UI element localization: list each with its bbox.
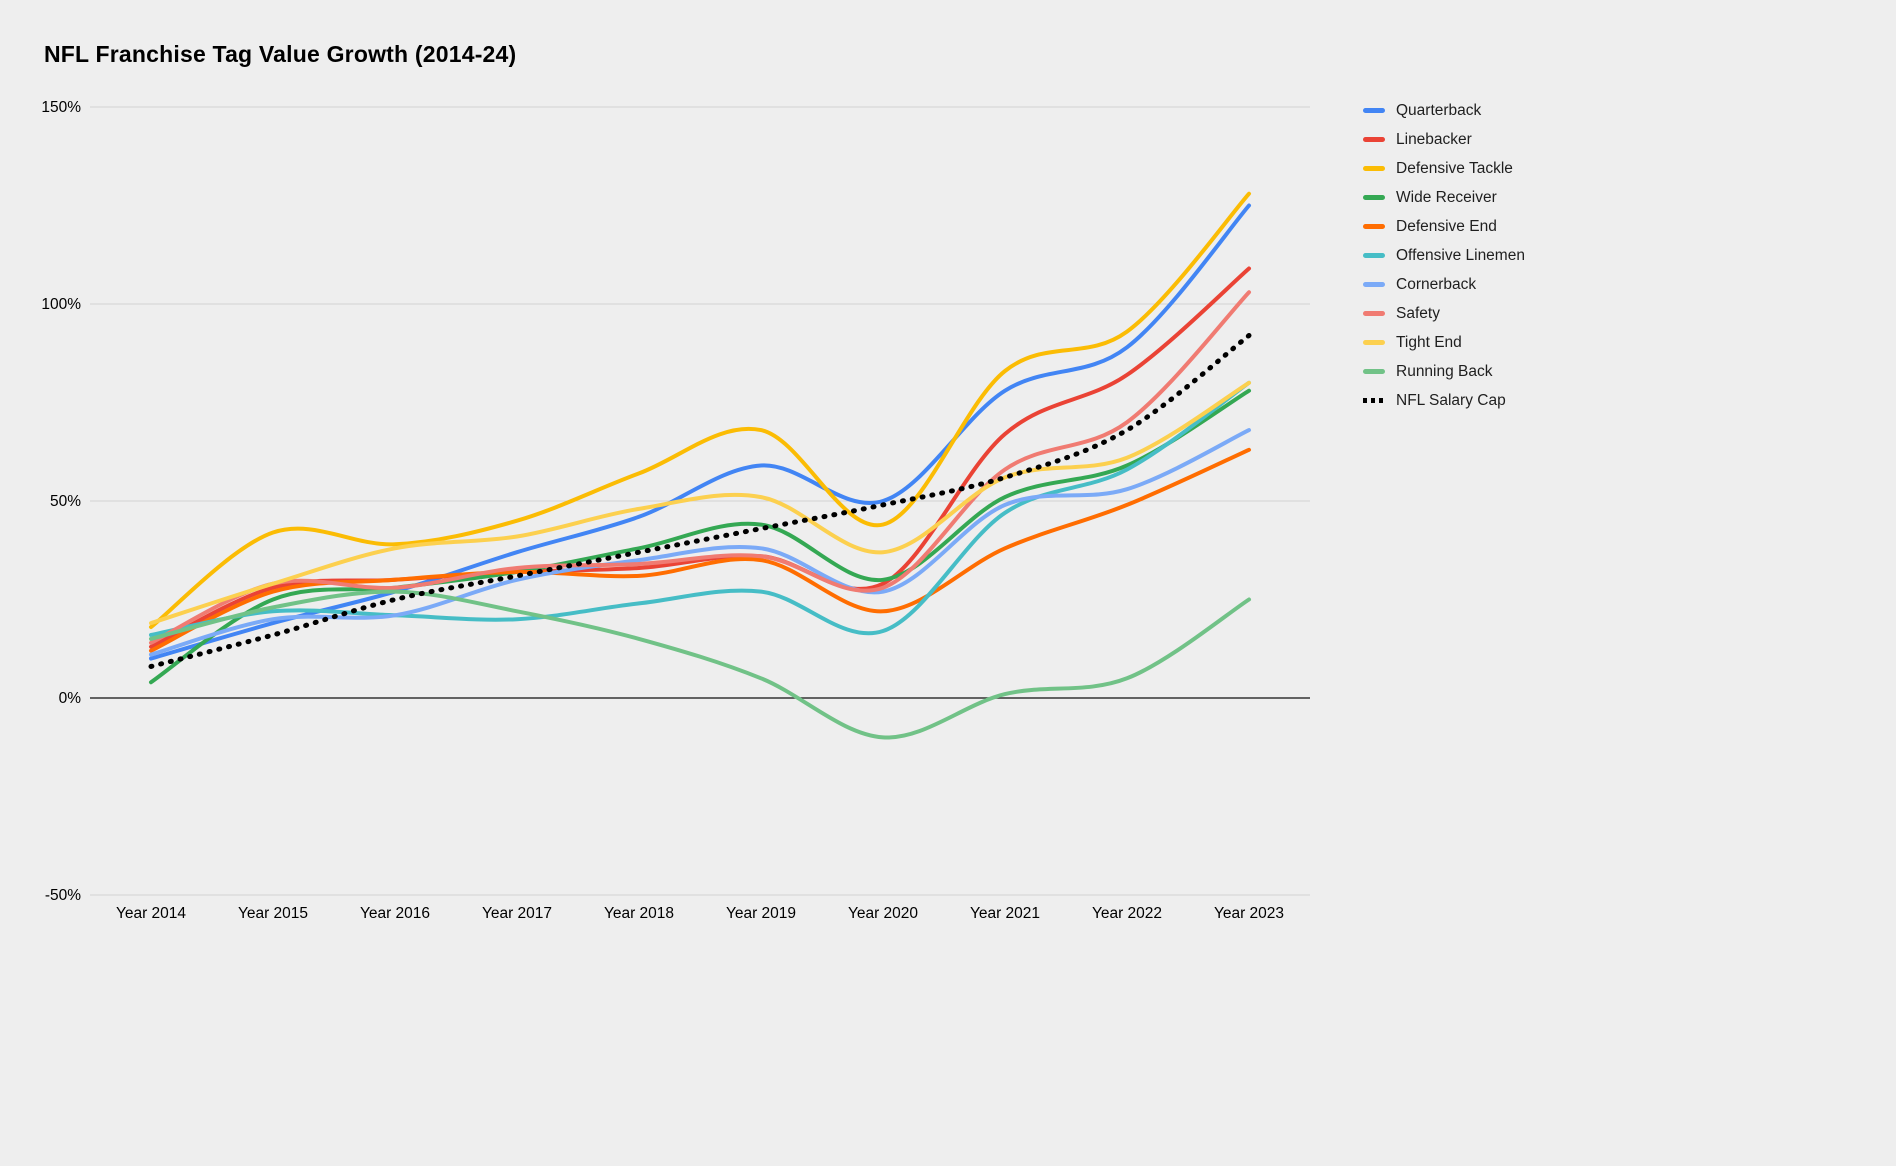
series-line-quarterback	[149, 203, 1251, 661]
series-line-running-back	[149, 589, 1251, 740]
x-axis-tick-label: Year 2018	[604, 905, 674, 922]
legend-swatch-quarterback	[1363, 108, 1385, 113]
legend-swatch-running-back	[1363, 369, 1385, 374]
legend-swatch-offensive-linemen	[1363, 253, 1385, 258]
y-axis-tick-label: -50%	[45, 887, 81, 904]
x-axis-tick-label: Year 2014	[116, 905, 186, 922]
legend-label-cornerback: Cornerback	[1396, 275, 1477, 293]
series-line-tight-end	[149, 380, 1251, 626]
y-axis-tick-label: 100%	[41, 296, 81, 313]
legend-label-wide-receiver: Wide Receiver	[1396, 188, 1497, 206]
chart-legend: Quarterback Linebacker Defensive Tackle Wid…	[1363, 96, 1525, 415]
legend-swatch-linebacker	[1363, 137, 1385, 142]
legend-label-running-back: Running Back	[1396, 362, 1493, 380]
x-axis-tick-label: Year 2016	[360, 905, 430, 922]
legend-swatch-defensive-tackle	[1363, 166, 1385, 171]
x-axis-tick-label: Year 2017	[482, 905, 552, 922]
legend-swatch-tight-end	[1363, 340, 1385, 345]
chart-title: NFL Franchise Tag Value Growth (2014-24)	[44, 41, 517, 67]
x-axis-tick-label: Year 2021	[970, 905, 1040, 922]
x-axis-tick-label: Year 2023	[1214, 905, 1284, 922]
series-line-offensive-linemen	[149, 380, 1251, 637]
legend-label-quarterback: Quarterback	[1396, 101, 1482, 119]
legend-label-tight-end: Tight End	[1396, 333, 1462, 351]
y-axis-tick-label: 50%	[50, 493, 81, 510]
legend-item-running-back[interactable]: Running Back	[1363, 357, 1525, 386]
series-line-nfl-salary-cap	[148, 333, 1252, 669]
legend-item-wide-receiver[interactable]: Wide Receiver	[1363, 183, 1525, 212]
x-axis-tick-label: Year 2020	[848, 905, 918, 922]
legend-swatch-defensive-end	[1363, 224, 1385, 229]
legend-label-defensive-end: Defensive End	[1396, 217, 1497, 235]
legend-swatch-wide-receiver	[1363, 195, 1385, 200]
legend-item-safety[interactable]: Safety	[1363, 299, 1525, 328]
legend-label-linebacker: Linebacker	[1396, 130, 1472, 148]
legend-label-defensive-tackle: Defensive Tackle	[1396, 159, 1513, 177]
legend-item-nfl-salary-cap[interactable]: NFL Salary Cap	[1363, 386, 1525, 415]
y-axis-tick-label: 150%	[41, 99, 81, 116]
x-axis-tick-label: Year 2019	[726, 905, 796, 922]
series-line-wide-receiver	[149, 388, 1251, 685]
legend-swatch-cornerback	[1363, 282, 1385, 287]
legend-item-cornerback[interactable]: Cornerback	[1363, 270, 1525, 299]
legend-item-linebacker[interactable]: Linebacker	[1363, 125, 1525, 154]
series-line-defensive-tackle	[149, 191, 1251, 630]
x-axis-tick-label: Year 2022	[1092, 905, 1162, 922]
legend-item-defensive-tackle[interactable]: Defensive Tackle	[1363, 154, 1525, 183]
legend-label-nfl-salary-cap: NFL Salary Cap	[1396, 391, 1506, 409]
legend-label-safety: Safety	[1396, 304, 1440, 322]
y-axis-tick-label: 0%	[59, 690, 82, 707]
legend-label-offensive-linemen: Offensive Linemen	[1396, 246, 1525, 264]
legend-item-defensive-end[interactable]: Defensive End	[1363, 212, 1525, 241]
legend-item-tight-end[interactable]: Tight End	[1363, 328, 1525, 357]
legend-swatch-nfl-salary-cap	[1363, 398, 1385, 403]
legend-item-offensive-linemen[interactable]: Offensive Linemen	[1363, 241, 1525, 270]
series-line-safety	[149, 290, 1251, 645]
legend-item-quarterback[interactable]: Quarterback	[1363, 96, 1525, 125]
legend-swatch-safety	[1363, 311, 1385, 316]
x-axis-tick-label: Year 2015	[238, 905, 308, 922]
